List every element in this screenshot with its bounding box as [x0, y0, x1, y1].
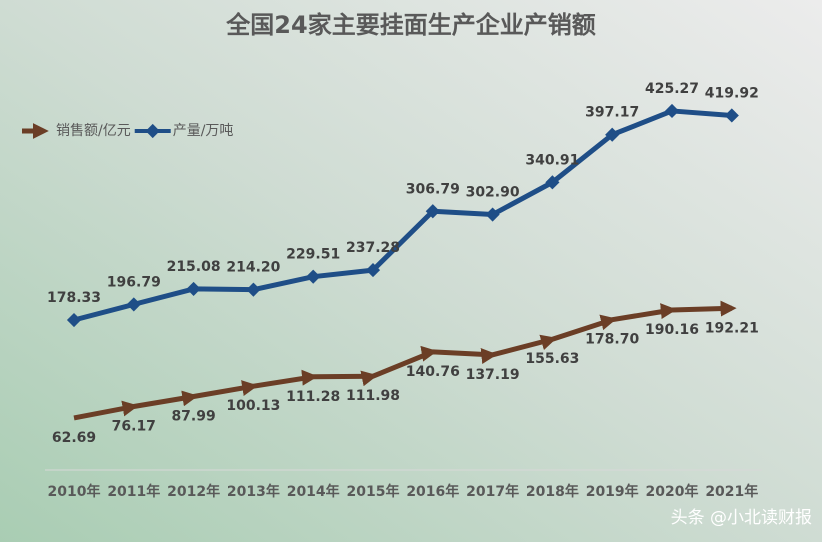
data-label: 155.63	[525, 351, 579, 367]
point-marker	[545, 175, 560, 190]
x-tick-label: 2016年	[406, 483, 459, 500]
data-label: 215.08	[167, 259, 221, 275]
data-label: 192.21	[705, 320, 759, 336]
watermark: 头条 @小北读财报	[671, 508, 812, 528]
data-label: 340.91	[525, 152, 579, 168]
legend-label: 产量/万吨	[173, 123, 234, 139]
data-label: 425.27	[645, 81, 699, 97]
x-tick-label: 2021年	[705, 483, 758, 500]
point-marker	[186, 281, 201, 296]
x-tick-label: 2017年	[466, 483, 519, 500]
data-label: 62.69	[52, 430, 96, 446]
point-marker	[365, 263, 381, 278]
series-line	[73, 300, 737, 421]
point-marker	[246, 282, 261, 297]
point-marker	[664, 103, 680, 119]
data-label: 419.92	[705, 85, 759, 101]
chart-title: 全国24家主要挂面生产企业产销额	[225, 11, 595, 39]
data-label: 196.79	[107, 274, 161, 290]
data-label: 87.99	[171, 409, 215, 425]
data-label: 237.28	[346, 240, 400, 256]
x-tick-label: 2010年	[48, 483, 101, 500]
data-label: 306.79	[406, 181, 460, 197]
data-label: 140.76	[406, 364, 460, 380]
series-line	[73, 108, 732, 323]
data-label: 137.19	[466, 367, 520, 383]
point-marker	[605, 127, 620, 142]
x-tick-label: 2018年	[526, 483, 579, 500]
point-marker	[126, 297, 141, 312]
data-label: 111.98	[346, 388, 400, 404]
data-label: 100.13	[226, 398, 280, 414]
data-label: 178.70	[585, 332, 639, 348]
x-tick-label: 2011年	[107, 483, 160, 500]
x-tick-label: 2015年	[347, 483, 400, 500]
x-tick-label: 2020年	[646, 483, 699, 500]
x-tick-label: 2019年	[586, 483, 639, 500]
point-marker	[485, 207, 500, 222]
data-label: 397.17	[585, 105, 639, 121]
x-tick-label: 2014年	[287, 483, 340, 500]
data-label: 190.16	[645, 322, 699, 338]
data-label: 214.20	[226, 260, 280, 276]
point-marker	[66, 312, 82, 328]
x-tick-label: 2013年	[227, 483, 280, 500]
point-marker	[306, 269, 321, 284]
data-label: 111.28	[286, 389, 340, 405]
point-marker	[724, 108, 739, 123]
legend-label: 销售额/亿元	[56, 123, 131, 139]
data-label: 302.90	[466, 185, 520, 201]
point-marker	[425, 204, 440, 219]
data-label: 229.51	[286, 247, 340, 263]
x-tick-label: 2012年	[167, 483, 220, 500]
data-label: 178.33	[47, 290, 101, 306]
data-label: 76.17	[112, 419, 156, 435]
